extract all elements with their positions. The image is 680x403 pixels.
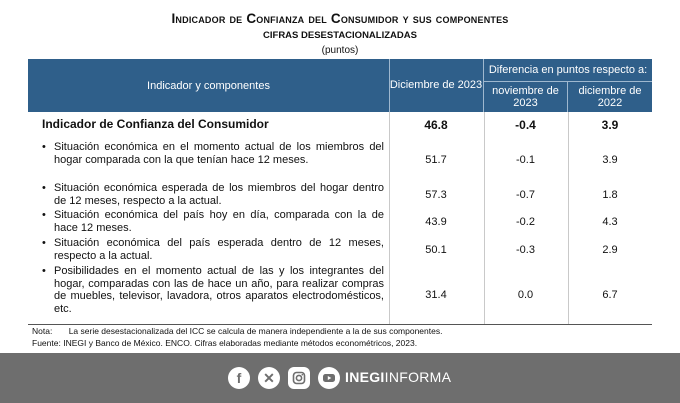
- table-header: Indicador y componentes Diciembre de 202…: [28, 59, 652, 112]
- header-december-2022: diciembre de 2022: [578, 85, 642, 109]
- bullet-icon: •: [42, 141, 46, 153]
- main-indicator-label: Indicador de Confianza del Consumidor: [42, 117, 269, 131]
- page-title: Indicador de Confianza del Consumidor y …: [171, 11, 509, 26]
- component-value-dic2023: 43.9: [425, 216, 447, 228]
- brand-bold: INEGI: [345, 369, 385, 385]
- table-bottom-rule: [28, 324, 652, 325]
- component-diff-nov2023: -0.7: [516, 189, 535, 201]
- instagram-icon[interactable]: [288, 367, 310, 389]
- bullet-icon: •: [42, 209, 46, 221]
- footer-bar: f ✕ INEGIINFORMA: [0, 353, 680, 403]
- component-value-dic2023: 51.7: [425, 154, 447, 166]
- main-diff-dic2022: 3.9: [601, 118, 619, 132]
- component-label: Situación económica esperada de los miem…: [54, 182, 384, 207]
- main-value-dic2023: 46.8: [424, 118, 448, 132]
- component-diff-dic2022: 2.9: [602, 244, 618, 256]
- header-november-2023: noviembre de 2023: [484, 82, 568, 112]
- source-text: INEGI y Banco de México. ENCO. Cifras el…: [63, 338, 418, 348]
- component-diff-nov2023: -0.2: [516, 216, 535, 228]
- component-diff-dic2022: 6.7: [602, 289, 618, 301]
- column-divider: [484, 112, 485, 325]
- note-label: Nota:: [32, 326, 53, 336]
- units-label: (puntos): [321, 45, 359, 56]
- header-december-2023: Diciembre de 2023: [389, 59, 484, 112]
- facebook-icon[interactable]: f: [228, 367, 250, 389]
- component-diff-nov2023: -0.1: [516, 154, 535, 166]
- table-row-main: Indicador de Confianza del Consumidor 46…: [28, 118, 652, 134]
- bullet-icon: •: [42, 265, 46, 277]
- note-line: Nota: La serie desestacionalizada del IC…: [32, 326, 442, 336]
- table-row: • Situación económica del país hoy en dí…: [28, 209, 652, 236]
- note-text: La serie desestacionalizada del ICC se c…: [68, 326, 443, 336]
- component-diff-dic2022: 1.8: [602, 189, 618, 201]
- component-label: Situación económica del país hoy en día,…: [54, 209, 384, 234]
- table-row: • Situación económica esperada de los mi…: [28, 182, 652, 209]
- table-row: • Posibilidades en el momento actual de …: [28, 265, 652, 321]
- main-diff-nov2023: -0.4: [515, 118, 536, 132]
- component-label: Posibilidades en el momento actual de la…: [54, 265, 384, 315]
- component-value-dic2023: 31.4: [425, 289, 447, 301]
- table-row: • Situación económica del país esperada …: [28, 237, 652, 264]
- component-value-dic2023: 50.1: [425, 244, 447, 256]
- header-indicator: Indicador y componentes: [28, 59, 390, 112]
- source-line: Fuente: INEGI y Banco de México. ENCO. C…: [32, 338, 417, 348]
- component-label: Situación económica en el momento actual…: [54, 141, 384, 166]
- table-row: • Situación económica en el momento actu…: [28, 141, 652, 181]
- youtube-icon[interactable]: [318, 367, 340, 389]
- brand-logo: INEGIINFORMA: [345, 369, 451, 385]
- bullet-icon: •: [42, 182, 46, 194]
- component-diff-nov2023: -0.3: [516, 244, 535, 256]
- component-diff-nov2023: 0.0: [517, 289, 534, 301]
- component-diff-dic2022: 3.9: [602, 154, 618, 166]
- column-divider: [389, 112, 390, 325]
- header-difference: Diferencia en puntos respecto a:: [484, 59, 652, 82]
- source-label: Fuente:: [32, 338, 61, 348]
- component-value-dic2023: 57.3: [425, 189, 447, 201]
- component-label: Situación económica del país esperada de…: [54, 237, 384, 262]
- bullet-icon: •: [42, 237, 46, 249]
- x-icon[interactable]: ✕: [258, 367, 280, 389]
- page-subtitle: CIFRAS DESESTACIONALIZADAS: [263, 30, 417, 41]
- column-divider: [568, 112, 569, 325]
- component-diff-dic2022: 4.3: [602, 216, 618, 228]
- brand-rest: INFORMA: [384, 369, 452, 385]
